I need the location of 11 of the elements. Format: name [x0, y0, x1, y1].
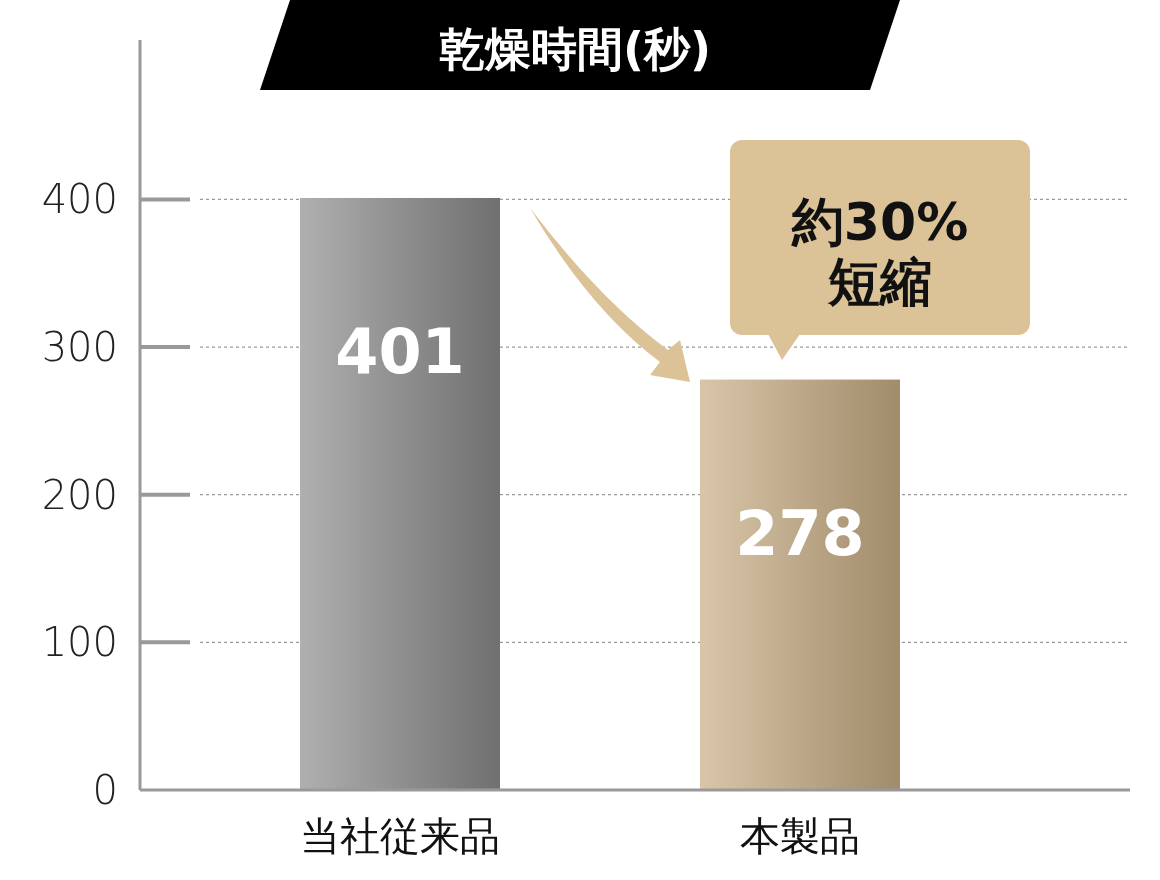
x-tick-label: 当社従来品 — [300, 813, 500, 859]
data-label: 401 — [335, 314, 465, 388]
x-tick-label: 本製品 — [740, 813, 860, 859]
annotation: 約30%短縮 — [790, 192, 969, 312]
y-tick-label: 0 — [92, 767, 118, 813]
y-tick-label: 200 — [41, 471, 118, 518]
y-tick-label: 100 — [41, 619, 118, 666]
chart-title: 乾燥時間(秒) — [438, 22, 712, 76]
y-tick-label: 400 — [41, 176, 118, 223]
data-label: 278 — [735, 496, 865, 570]
y-tick-label: 300 — [41, 324, 118, 371]
